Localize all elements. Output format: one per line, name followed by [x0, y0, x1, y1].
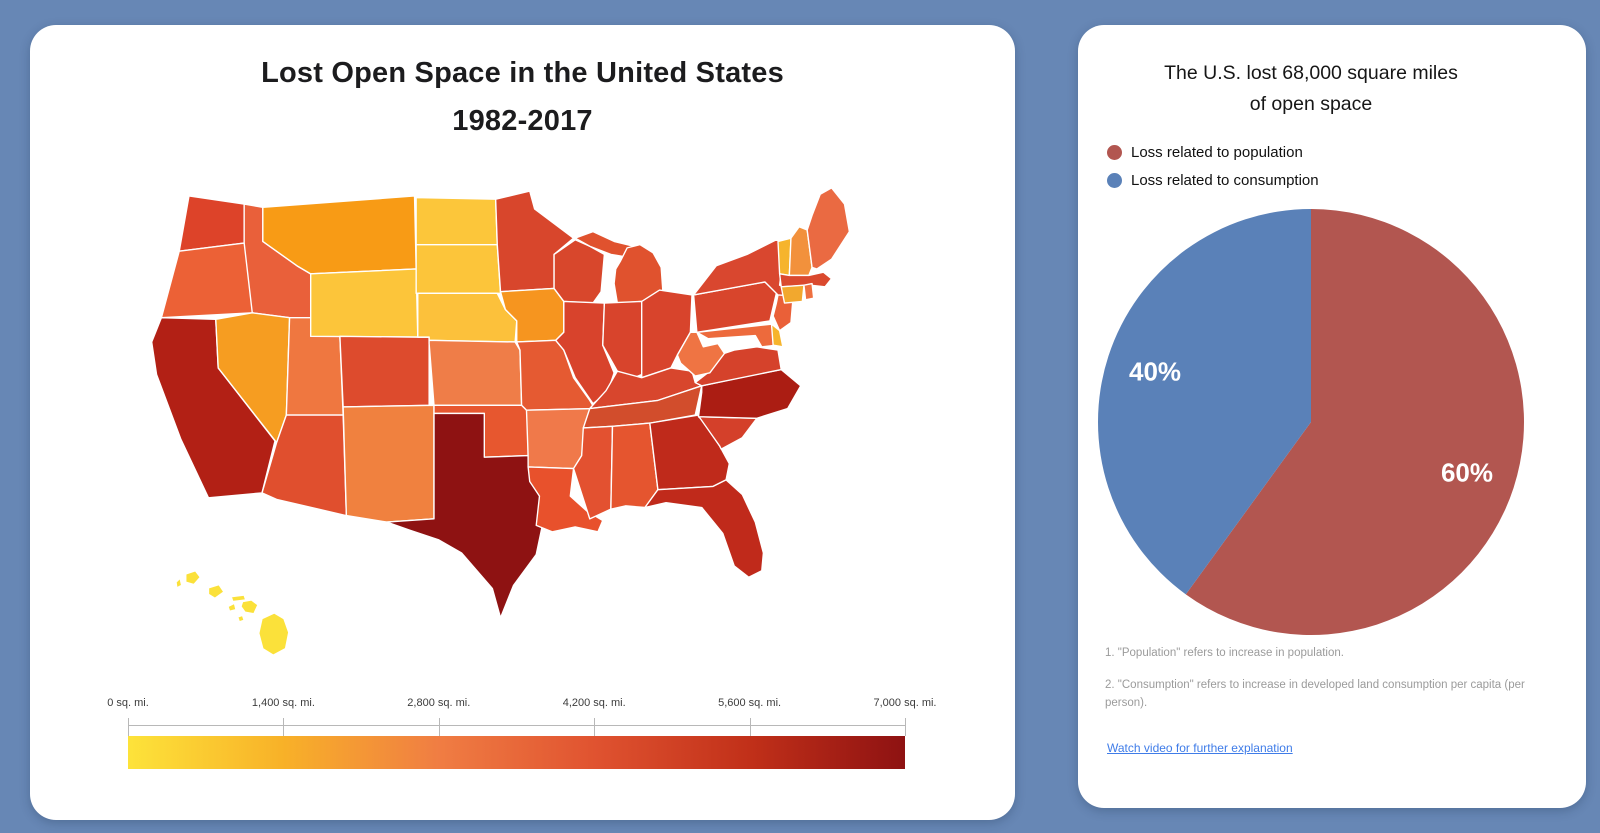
state-HI-molokai[interactable]: [230, 594, 247, 603]
state-SD[interactable]: [415, 243, 502, 295]
legend-tick-mark-5: [905, 718, 906, 736]
state-HI-maui[interactable]: [240, 599, 259, 615]
state-KS[interactable]: [428, 339, 523, 406]
state-WY[interactable]: [309, 268, 419, 338]
pie-title-line2: of open space: [1249, 93, 1373, 115]
pie-chart[interactable]: 60% 40%: [1096, 207, 1526, 637]
state-CT[interactable]: [780, 284, 805, 304]
legend-tick-mark-2: [438, 718, 440, 736]
legend-tick-label-1: 1,400 sq. mi.: [251, 697, 315, 709]
state-DE[interactable]: [770, 323, 784, 348]
pie-value-label-1: 40%: [1129, 356, 1181, 386]
legend-label-consumption: Loss related to consumption: [1131, 171, 1319, 189]
footnote-consumption: 2. "Consumption" refers to increase in d…: [1105, 679, 1525, 709]
state-FL[interactable]: [644, 479, 765, 578]
state-HI-niihau[interactable]: [175, 577, 183, 589]
legend-label-population: Loss related to population: [1131, 143, 1303, 161]
pie-value-label-0: 60%: [1441, 458, 1493, 488]
state-NE[interactable]: [417, 292, 518, 343]
state-WA[interactable]: [178, 195, 245, 252]
legend-axis-line: [128, 725, 905, 726]
state-VA[interactable]: [694, 346, 782, 387]
state-ND[interactable]: [415, 196, 498, 246]
state-ME[interactable]: [806, 187, 851, 270]
legend-tick-label-2: 2,800 sq. mi.: [407, 697, 471, 709]
pie-legend: Loss related to population Loss related …: [1107, 138, 1319, 194]
state-LA[interactable]: [527, 466, 604, 533]
population-swatch-icon: [1107, 144, 1122, 160]
legend-tick-mark-4: [749, 718, 751, 736]
legend-tick-label-5: 7,000 sq. mi.: [873, 697, 937, 709]
legend-item-consumption: Loss related to consumption: [1107, 166, 1319, 194]
state-HI-oahu[interactable]: [207, 583, 225, 600]
legend-tick-labels: 0 sq. mi. 1,400 sq. mi. 2,800 sq. mi. 4,200…: [107, 697, 936, 715]
pie-slice-1[interactable]: [1097, 209, 1311, 595]
state-RI[interactable]: [803, 282, 815, 301]
legend-item-population: Loss related to population: [1107, 138, 1319, 166]
pie-title-line1: The U.S. lost 68,000 square miles: [1164, 62, 1458, 84]
state-HI-kauai[interactable]: [185, 570, 202, 586]
legend-gradient-bar: [128, 736, 905, 769]
legend-tick-mark-0: [128, 718, 129, 736]
pie-card: The U.S. lost 68,000 square miles of ope…: [1078, 25, 1586, 808]
legend-tick-label-0: 0 sq. mi.: [107, 697, 149, 709]
state-HI-bigisland[interactable]: [258, 612, 290, 656]
legend-tick-label-3: 4,200 sq. mi.: [562, 697, 626, 709]
state-CO[interactable]: [339, 335, 430, 408]
watch-video-link[interactable]: Watch video for further explanation: [1107, 741, 1293, 755]
consumption-swatch-icon: [1107, 172, 1122, 188]
legend-axis: [128, 715, 906, 736]
state-WV[interactable]: [676, 331, 726, 377]
legend-tick-label-4: 5,600 sq. mi.: [718, 697, 782, 709]
legend-tick-mark-1: [283, 718, 285, 736]
state-OR[interactable]: [160, 242, 253, 319]
state-HI-kahoolawe[interactable]: [236, 614, 245, 623]
map-title-line1: Lost Open Space in the United States: [261, 57, 784, 89]
state-WI[interactable]: [553, 239, 606, 304]
pie-slice-0[interactable]: [1185, 209, 1524, 635]
map-card: Lost Open Space in the United States 198…: [30, 25, 1015, 820]
map-title-line2: 1982-2017: [452, 105, 593, 137]
state-TX[interactable]: [386, 412, 544, 619]
legend-tick-mark-3: [594, 718, 596, 736]
state-HI-lanai[interactable]: [227, 602, 237, 613]
map-color-legend: 0 sq. mi. 1,400 sq. mi. 2,800 sq. mi. 4,200…: [107, 697, 936, 769]
us-choropleth-map[interactable]: [130, 170, 910, 673]
footnote-population: 1. "Population" refers to increase in po…: [1105, 647, 1344, 659]
state-NM[interactable]: [342, 404, 435, 523]
